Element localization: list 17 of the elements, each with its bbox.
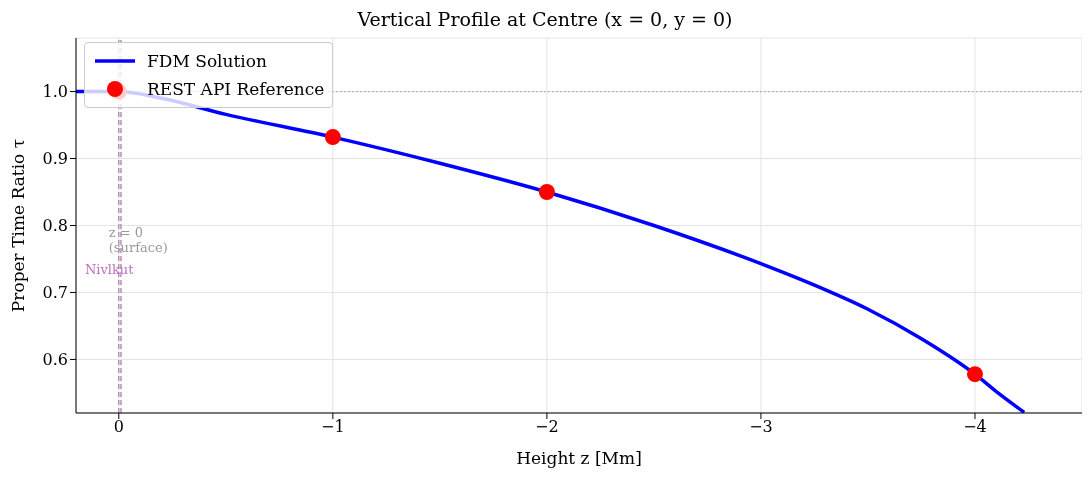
y-tick-label: 1.0 <box>42 82 68 102</box>
ref-line-label: Nivlkut <box>84 262 135 278</box>
x-axis-title: Height z [Mm] <box>516 448 642 468</box>
x-tick-label: −3 <box>749 417 773 437</box>
legend-label: REST API Reference <box>147 79 325 99</box>
ref-line-label: z = 0 (surface) <box>108 224 168 255</box>
x-tick-label: −1 <box>321 417 345 437</box>
x-tick-label: 0 <box>113 417 124 437</box>
y-tick-label: 0.6 <box>42 350 68 370</box>
y-tick-label: 0.9 <box>42 149 68 169</box>
y-axis-title: Proper Time Ratio τ <box>8 138 29 313</box>
y-tick-label: 0.7 <box>42 283 68 303</box>
chart-title: Vertical Profile at Centre (x = 0, y = 0) <box>356 8 734 32</box>
legend-label: FDM Solution <box>147 51 267 71</box>
y-tick-label: 0.8 <box>42 216 68 236</box>
x-tick-label: −2 <box>535 417 559 437</box>
x-tick-label: −4 <box>963 417 987 437</box>
